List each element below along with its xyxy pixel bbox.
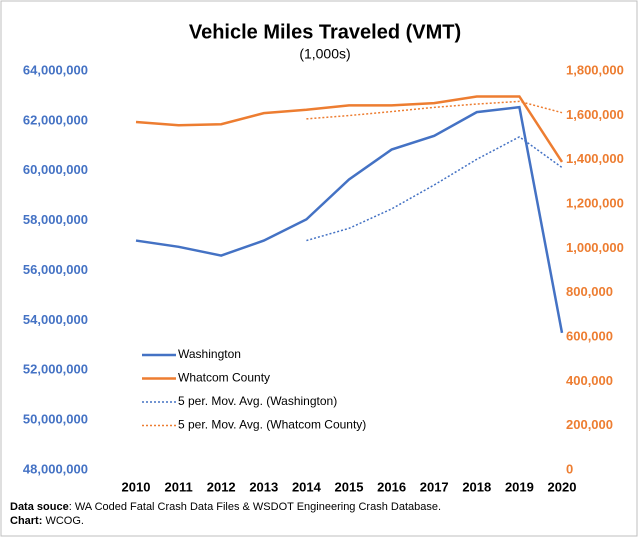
y2-tick-label: 200,000	[566, 417, 613, 432]
x-tick-label: 2017	[420, 479, 449, 494]
y-tick-label: 60,000,000	[23, 162, 88, 177]
y-tick-label: 52,000,000	[23, 362, 88, 377]
x-tick-label: 2018	[462, 479, 491, 494]
series-line	[135, 95, 564, 163]
x-tick-label: 2012	[207, 479, 236, 494]
y-tick-label: 50,000,000	[23, 412, 88, 427]
x-tick-label: 2011	[164, 479, 192, 494]
legend-label: 5 per. Mov. Avg. (Whatcom County)	[178, 418, 366, 432]
y2-tick-label: 1,000,000	[566, 240, 624, 255]
y2-tick-label: 0	[566, 461, 573, 476]
y2-tick-label: 800,000	[566, 284, 613, 299]
x-tick-label: 2010	[122, 479, 151, 494]
y2-tick-label: 600,000	[566, 328, 613, 343]
y2-tick-label: 1,600,000	[566, 107, 624, 122]
footer-label: Chart:	[10, 515, 43, 527]
x-tick-label: 2019	[505, 479, 534, 494]
x-tick-label: 2013	[249, 479, 278, 494]
y-tick-label: 48,000,000	[23, 461, 88, 476]
footer-text: : WA Coded Fatal Crash Data Files & WSDO…	[68, 501, 442, 513]
y-tick-label: 64,000,000	[23, 62, 88, 77]
y2-tick-label: 1,800,000	[566, 62, 624, 77]
y-tick-label: 56,000,000	[23, 262, 88, 277]
chart-title: Vehicle Miles Traveled (VMT)	[189, 21, 461, 43]
y-tick-label: 58,000,000	[23, 212, 88, 227]
footer-text: WCOG.	[42, 515, 84, 527]
y-tick-label: 54,000,000	[23, 312, 88, 327]
y2-tick-label: 400,000	[566, 373, 613, 388]
footer-label: Data souce	[10, 501, 69, 513]
y2-tick-label: 1,400,000	[566, 151, 624, 166]
footer-source: Data souce: WA Coded Fatal Crash Data Fi…	[10, 501, 441, 513]
series-line	[306, 100, 563, 120]
x-tick-label: 2014	[292, 479, 322, 494]
series-line	[306, 135, 563, 242]
x-tick-label: 2016	[377, 479, 406, 494]
series-line	[135, 105, 564, 334]
footer-chart: Chart: WCOG.	[10, 515, 84, 527]
legend-label: 5 per. Mov. Avg. (Washington)	[178, 394, 337, 408]
y2-tick-label: 1,200,000	[566, 195, 624, 210]
x-tick-label: 2015	[335, 479, 364, 494]
x-tick-label: 2020	[548, 479, 577, 494]
legend-label: Washington	[178, 347, 241, 361]
legend-label: Whatcom County	[178, 371, 270, 385]
y-tick-label: 62,000,000	[23, 112, 88, 127]
chart-subtitle: (1,000s)	[299, 46, 350, 62]
